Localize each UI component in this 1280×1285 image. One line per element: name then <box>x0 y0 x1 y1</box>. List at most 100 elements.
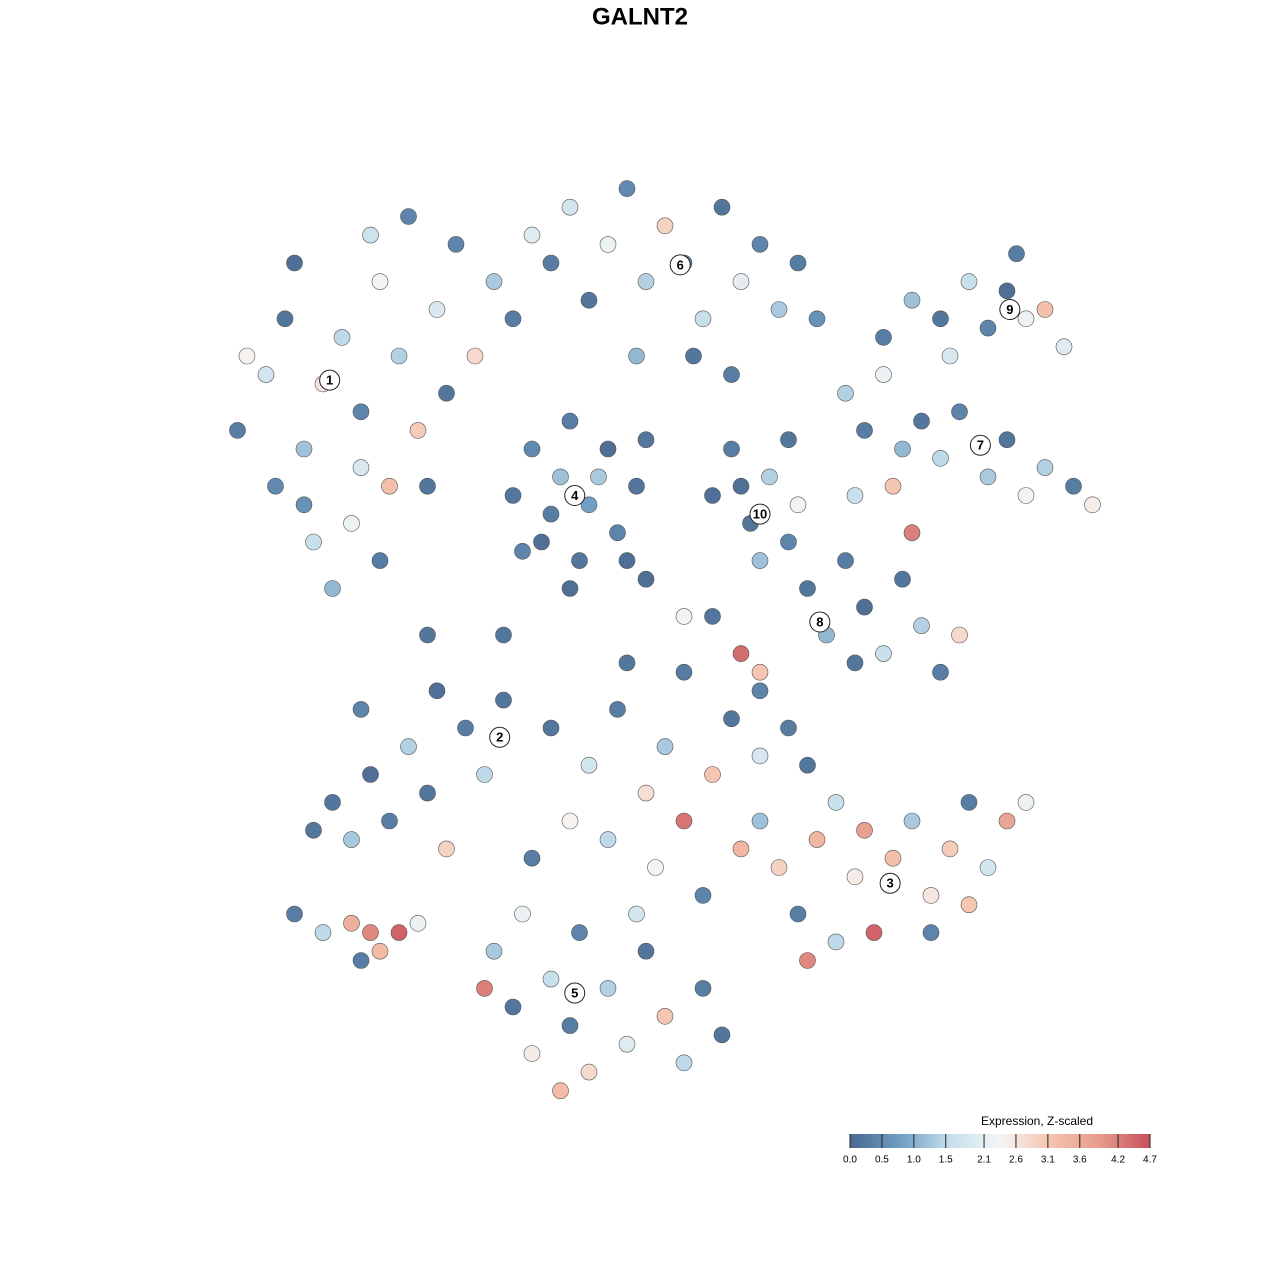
cell-point <box>846 487 864 504</box>
cell-point <box>238 347 256 365</box>
cell-point <box>305 821 322 839</box>
cell-point <box>932 310 949 328</box>
cell-point <box>428 301 446 318</box>
cell-point <box>628 905 645 923</box>
cell-point <box>599 440 617 458</box>
cell-point <box>780 431 797 449</box>
cluster-label: 10 <box>753 507 767 522</box>
cell-point <box>542 970 560 988</box>
cell-point <box>276 310 294 328</box>
cell-point <box>694 980 712 997</box>
cell-point <box>580 1063 598 1081</box>
cell-point <box>799 952 816 969</box>
cell-point <box>875 645 892 662</box>
cell-point <box>723 366 740 383</box>
cell-point <box>390 924 408 941</box>
cell-point <box>618 654 636 672</box>
cell-point <box>932 663 949 681</box>
colorbar-tick-label: 0.0 <box>843 1155 857 1166</box>
cell-point <box>628 347 645 365</box>
cell-point <box>343 515 360 532</box>
cell-point <box>523 226 541 244</box>
cell-point <box>352 459 370 476</box>
cell-point <box>438 384 455 402</box>
cell-point <box>837 552 854 569</box>
cell-point <box>799 756 816 774</box>
cell-point <box>941 840 959 858</box>
cell-point <box>476 980 493 997</box>
cell-point <box>286 254 303 272</box>
cell-point <box>295 440 313 458</box>
cell-point <box>998 431 1016 449</box>
cell-point <box>371 552 389 569</box>
cell-point <box>523 849 541 867</box>
cell-point <box>295 496 313 514</box>
cell-point <box>637 431 655 449</box>
colorbar-tick-label: 3.1 <box>1041 1155 1055 1166</box>
cluster-label-bg <box>669 254 691 276</box>
cell-point <box>229 422 246 439</box>
cell-point <box>457 719 474 737</box>
cell-point <box>362 924 379 941</box>
cell-point <box>799 580 816 597</box>
cell-point <box>609 701 626 718</box>
cell-point <box>618 180 636 197</box>
cell-point <box>761 468 778 486</box>
cell-point <box>675 608 693 625</box>
cell-point <box>675 663 693 681</box>
cluster-label: 3 <box>887 876 894 891</box>
colorbar-gradient <box>850 1134 1150 1148</box>
cluster-label: 5 <box>571 985 578 1000</box>
cluster-label-bg <box>999 299 1021 320</box>
cell-point <box>913 617 930 635</box>
cell-point <box>704 608 721 625</box>
cell-point <box>637 273 655 290</box>
cell-point <box>580 496 598 514</box>
cell-point <box>371 942 389 960</box>
cell-point <box>675 812 693 830</box>
cluster-label: 1 <box>326 373 333 388</box>
cell-point <box>998 812 1016 830</box>
cell-point <box>780 533 797 551</box>
cell-point <box>419 626 436 644</box>
cell-point <box>618 1035 636 1053</box>
cluster-label-bg <box>809 611 831 633</box>
cell-point <box>751 236 769 253</box>
cluster-label: 2 <box>496 730 503 745</box>
cell-point <box>723 710 740 728</box>
cell-point <box>590 468 607 486</box>
cell-point <box>694 310 712 328</box>
cell-point <box>846 654 864 672</box>
cell-point <box>941 347 959 365</box>
colorbar-tick-label: 1.5 <box>939 1155 953 1166</box>
colorbar-tick-label: 1.0 <box>907 1155 921 1166</box>
cell-point <box>476 766 493 783</box>
cell-point <box>656 217 674 235</box>
cell-point <box>770 301 788 318</box>
cluster-label-bg <box>969 434 991 456</box>
cell-point <box>552 468 569 486</box>
cluster-label-bg <box>879 872 901 894</box>
cell-point <box>438 840 455 858</box>
cell-point <box>960 273 978 290</box>
cell-point <box>856 422 873 439</box>
cell-point <box>704 766 721 783</box>
cell-point <box>419 477 436 495</box>
cell-point <box>561 580 579 597</box>
cell-point <box>514 905 531 923</box>
cell-point <box>504 310 522 328</box>
cell-point <box>875 366 892 383</box>
cell-point <box>618 552 636 569</box>
cell-point <box>343 914 360 932</box>
cell-point <box>599 831 617 848</box>
cell-point <box>637 784 655 802</box>
cell-point <box>903 812 921 830</box>
cell-point <box>390 347 408 365</box>
cell-point <box>770 859 788 876</box>
cluster-label: 9 <box>1006 302 1013 317</box>
cell-point <box>333 329 351 346</box>
cell-point <box>495 626 512 644</box>
cell-point <box>979 319 997 337</box>
cell-point <box>856 598 873 616</box>
